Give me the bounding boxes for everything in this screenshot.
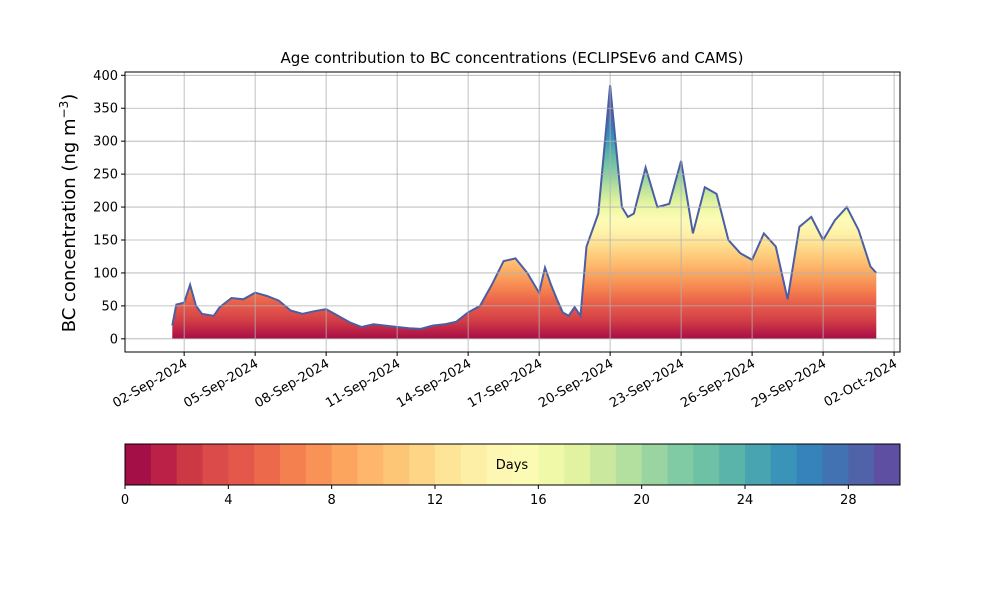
colorbar-segment <box>357 444 384 485</box>
y-tick-label: 250 <box>93 168 118 183</box>
colorbar-tick-label: 28 <box>840 493 857 508</box>
colorbar-segment <box>667 444 694 485</box>
colorbar-segment <box>202 444 229 485</box>
x-tick-label: 14-Sep-2024 <box>394 356 474 411</box>
colorbar-segment <box>745 444 772 485</box>
colorbar-segment <box>590 444 617 485</box>
colorbar-segment <box>331 444 358 485</box>
colorbar: 0 4 8 12 16 20 24 28 <box>121 443 901 508</box>
colorbar-segment <box>512 444 539 485</box>
colorbar-segment <box>564 444 591 485</box>
colorbar-segment <box>538 444 565 485</box>
x-tick-label: 23-Sep-2024 <box>607 356 687 411</box>
x-tick-label: 02-Sep-2024 <box>110 356 190 411</box>
colorbar-segment <box>848 444 875 485</box>
y-axis-label-close: ) <box>59 94 80 101</box>
y-tick-label: 100 <box>93 266 118 281</box>
y-axis-label-sup: −3 <box>57 101 71 119</box>
y-tick-label: 150 <box>93 234 118 249</box>
colorbar-tick-label: 8 <box>328 493 336 508</box>
colorbar-tick-label: 4 <box>224 493 232 508</box>
colorbar-segment <box>719 444 746 485</box>
colorbar-segment <box>409 444 436 485</box>
colorbar-segment <box>383 444 410 485</box>
colorbar-segment <box>822 444 849 485</box>
colorbar-segment <box>770 444 798 485</box>
colorbar-tick-label: 16 <box>530 493 547 508</box>
y-axis-label: BC concentration (ng m−3) <box>57 94 80 333</box>
colorbar-segment <box>615 444 643 485</box>
chart-title: Age contribution to BC concentrations (E… <box>281 49 744 67</box>
y-tick-label: 300 <box>93 135 118 150</box>
colorbar-tick-label: 0 <box>121 493 129 508</box>
x-tick-label: 08-Sep-2024 <box>252 356 332 411</box>
y-tick-label: 350 <box>93 102 118 117</box>
colorbar-segment <box>125 444 152 485</box>
plot-area: 0 50 100 150 200 250 300 350 400 02-Sep-202405-Se… <box>93 69 901 411</box>
colorbar-segment <box>486 444 513 485</box>
colorbar-segment <box>435 444 462 485</box>
colorbar-segment <box>305 444 333 485</box>
x-tick-label: 05-Sep-2024 <box>181 356 261 411</box>
y-tick-label: 0 <box>110 332 118 347</box>
colorbar-segment <box>254 444 281 485</box>
y-tick-label: 200 <box>93 201 118 216</box>
x-tick-label: 02-Oct-2024 <box>822 356 900 410</box>
colorbar-border <box>124 443 901 486</box>
colorbar-segment <box>228 444 255 485</box>
colorbar-segment <box>460 444 488 485</box>
colorbar-segment <box>796 444 823 485</box>
y-tick-label: 50 <box>101 299 118 314</box>
plot-border <box>124 71 901 353</box>
x-tick-label: 11-Sep-2024 <box>323 356 403 411</box>
colorbar-segment <box>693 444 720 485</box>
age-contribution-area <box>172 85 877 339</box>
colorbar-segment <box>150 444 178 485</box>
colorbar-label: Days <box>496 458 529 473</box>
colorbar-tick-label: 20 <box>633 493 650 508</box>
x-tick-label: 17-Sep-2024 <box>465 356 545 411</box>
colorbar-segment <box>176 444 203 485</box>
colorbar-tick-label: 24 <box>737 493 754 508</box>
y-axis-label-text: BC concentration (ng m <box>59 118 80 332</box>
colorbar-segment <box>641 444 668 485</box>
colorbar-segment <box>280 444 307 485</box>
y-tick-label: 400 <box>93 69 118 84</box>
colorbar-tick-label: 12 <box>427 493 444 508</box>
x-tick-label: 29-Sep-2024 <box>749 356 829 411</box>
x-tick-label: 26-Sep-2024 <box>678 356 758 411</box>
x-tick-label: 20-Sep-2024 <box>536 356 616 411</box>
colorbar-segment <box>874 444 901 485</box>
